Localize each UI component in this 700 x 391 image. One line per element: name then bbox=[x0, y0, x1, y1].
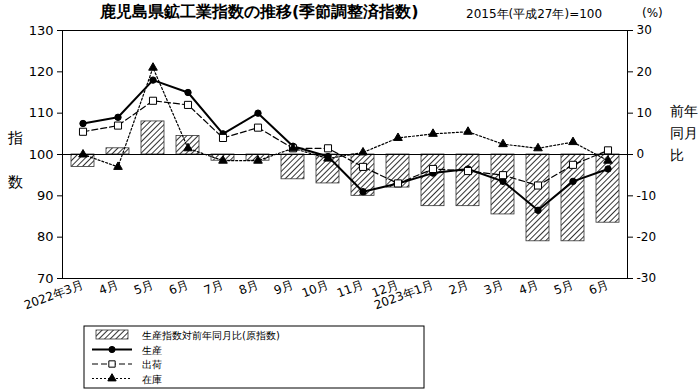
svg-text:2022年3月: 2022年3月 bbox=[22, 278, 85, 312]
svg-text:10: 10 bbox=[637, 106, 652, 120]
svg-text:110: 110 bbox=[29, 105, 54, 120]
html-text:指数: 指数 bbox=[8, 129, 23, 191]
svg-text:生産指数対前年同月比(原指数): 生産指数対前年同月比(原指数) bbox=[142, 330, 280, 341]
svg-text:在庫: 在庫 bbox=[142, 374, 162, 385]
svg-text:2023年1月: 2023年1月 bbox=[372, 278, 435, 312]
svg-text:70: 70 bbox=[37, 271, 54, 286]
svg-text:90: 90 bbox=[37, 188, 54, 203]
svg-text:5月: 5月 bbox=[132, 278, 155, 298]
svg-text:100: 100 bbox=[29, 147, 54, 162]
svg-text:出荷: 出荷 bbox=[142, 359, 162, 370]
svg-text:生産: 生産 bbox=[142, 345, 162, 356]
svg-text:-10: -10 bbox=[637, 189, 657, 203]
html-text:鹿児島県鉱工業指数の推移(季節調整済指数): 鹿児島県鉱工業指数の推移(季節調整済指数) bbox=[100, 2, 419, 21]
svg-text:6月: 6月 bbox=[587, 278, 610, 298]
svg-text:4月: 4月 bbox=[517, 278, 540, 298]
svg-text:130: 130 bbox=[29, 23, 54, 38]
svg-text:-30: -30 bbox=[637, 271, 657, 285]
svg-text:120: 120 bbox=[29, 64, 54, 79]
svg-text:20: 20 bbox=[637, 65, 652, 79]
svg-text:-20: -20 bbox=[637, 230, 657, 244]
html-text:前年同月比: 前年同月比 bbox=[670, 103, 698, 163]
svg-text:8月: 8月 bbox=[237, 278, 260, 298]
svg-text:2月: 2月 bbox=[447, 278, 470, 298]
html-text:2015年(平成27年)=100: 2015年(平成27年)=100 bbox=[466, 7, 603, 21]
svg-text:11月: 11月 bbox=[335, 278, 365, 300]
svg-text:80: 80 bbox=[37, 229, 54, 244]
svg-text:5月: 5月 bbox=[552, 278, 575, 298]
svg-text:9月: 9月 bbox=[272, 278, 295, 298]
svg-text:6月: 6月 bbox=[167, 278, 190, 298]
svg-text:4月: 4月 bbox=[97, 278, 120, 298]
svg-text:10月: 10月 bbox=[300, 278, 330, 300]
svg-text:7月: 7月 bbox=[202, 278, 225, 298]
svg-text:0: 0 bbox=[637, 147, 645, 161]
svg-text:3月: 3月 bbox=[482, 278, 505, 298]
svg-text:30: 30 bbox=[637, 23, 652, 37]
svg-text:12月: 12月 bbox=[369, 277, 401, 301]
